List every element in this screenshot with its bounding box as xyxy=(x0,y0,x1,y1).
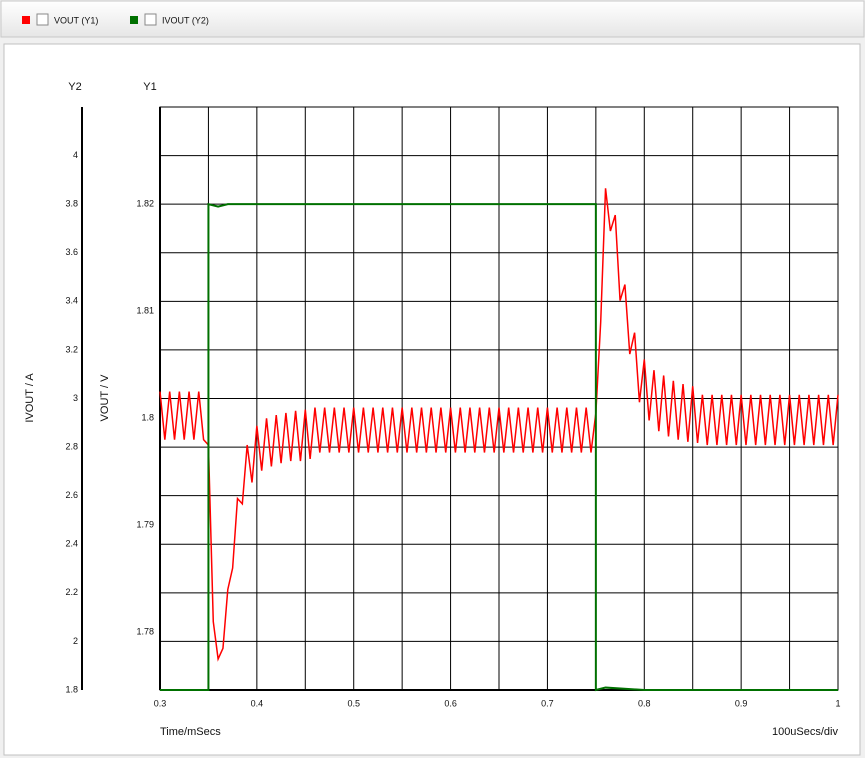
y2-tick-label: 2 xyxy=(73,636,78,646)
y-tick-label: 1.78 xyxy=(136,627,154,637)
plot-panel xyxy=(3,43,861,756)
y2-tick-label: 3 xyxy=(73,393,78,403)
y-axis-name: Y1 xyxy=(143,81,156,93)
y2-tick-label: 2.2 xyxy=(65,587,78,597)
y2-tick-label: 3.4 xyxy=(65,296,78,306)
legend-label: VOUT (Y1) xyxy=(54,15,98,25)
x-tick-label: 0.3 xyxy=(154,698,167,708)
y-axis-title: VOUT / V xyxy=(99,374,111,422)
x-tick-label: 1 xyxy=(835,698,840,708)
legend-swatch xyxy=(130,16,138,24)
y-tick-label: 1.79 xyxy=(136,520,154,530)
series-line xyxy=(159,188,839,662)
x-tick-label: 0.7 xyxy=(541,698,554,708)
y2-tick-label: 1.8 xyxy=(65,684,78,694)
y2-tick-label: 2.8 xyxy=(65,441,78,451)
y2-axis-title: IVOUT / A xyxy=(24,373,36,423)
legend: VOUT (Y1) IVOUT (Y2) xyxy=(22,13,209,26)
y-tick-label: 1.82 xyxy=(136,199,154,209)
x-tick-label: 0.9 xyxy=(735,698,748,708)
y2-tick-label: 3.2 xyxy=(65,344,78,354)
y-tick-label: 1.81 xyxy=(136,306,154,316)
x-tick-label: 0.6 xyxy=(444,698,457,708)
legend-checkbox[interactable] xyxy=(36,13,49,26)
series-line xyxy=(160,202,838,692)
x-tick-label: 0.4 xyxy=(251,698,264,708)
legend-swatch xyxy=(22,16,30,24)
x-tick-label: 0.8 xyxy=(638,698,651,708)
y2-tick-label: 2.4 xyxy=(65,539,78,549)
y2-axis-name: Y2 xyxy=(68,81,81,93)
y2-tick-label: 2.6 xyxy=(65,490,78,500)
legend-label: IVOUT (Y2) xyxy=(162,15,209,25)
y2-tick-label: 4 xyxy=(73,150,78,160)
x-scale-label: 100uSecs/div xyxy=(772,726,839,738)
x-axis-title: Time/mSecs xyxy=(160,726,221,738)
y-tick-label: 1.8 xyxy=(141,413,154,423)
y2-tick-label: 3.6 xyxy=(65,247,78,257)
x-tick-label: 0.5 xyxy=(347,698,360,708)
legend-checkbox[interactable] xyxy=(144,13,157,26)
y2-tick-label: 3.8 xyxy=(65,199,78,209)
